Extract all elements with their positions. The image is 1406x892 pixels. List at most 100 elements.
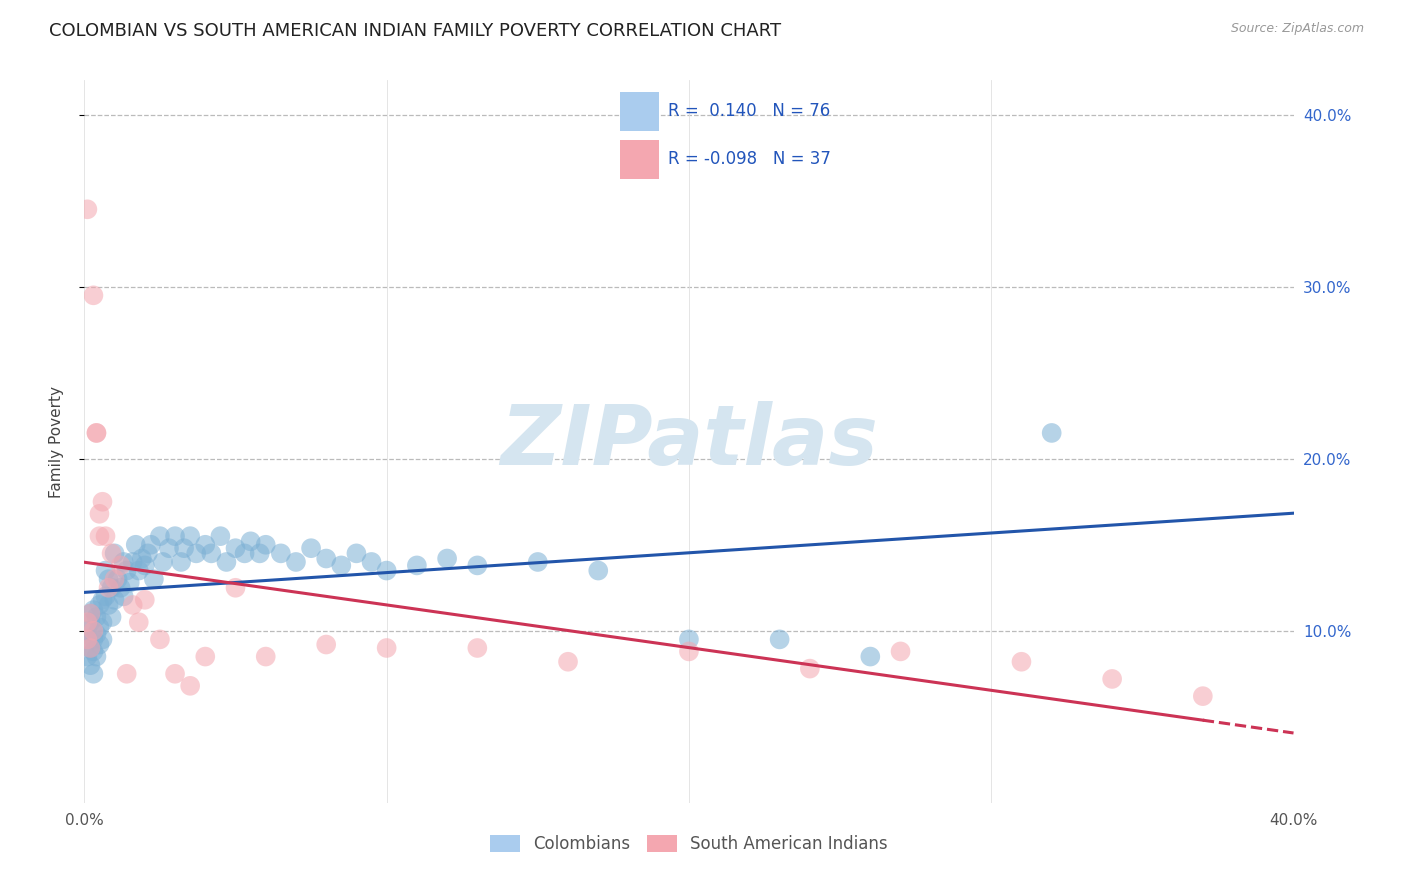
- Point: [209, 529, 232, 543]
- Point: [1040, 425, 1063, 440]
- Point: [76, 624, 98, 638]
- Point: [89, 507, 111, 521]
- Point: [121, 555, 143, 569]
- Text: R = -0.098   N = 37: R = -0.098 N = 37: [668, 150, 831, 168]
- Point: [76, 615, 98, 630]
- Point: [170, 555, 193, 569]
- Point: [375, 564, 398, 578]
- Point: [86, 425, 108, 440]
- Point: [82, 624, 104, 638]
- Point: [100, 610, 122, 624]
- Point: [107, 572, 129, 586]
- Point: [131, 551, 153, 566]
- Point: [678, 632, 700, 647]
- Point: [149, 632, 172, 647]
- Point: [76, 202, 98, 217]
- Point: [79, 615, 101, 630]
- Point: [100, 546, 122, 560]
- Point: [330, 558, 353, 573]
- Point: [186, 546, 208, 560]
- Point: [200, 546, 222, 560]
- Point: [588, 564, 610, 578]
- Point: [149, 529, 172, 543]
- Y-axis label: Family Poverty: Family Poverty: [49, 385, 63, 498]
- Point: [134, 558, 156, 573]
- Point: [375, 640, 398, 655]
- Point: [79, 640, 101, 655]
- Point: [799, 662, 821, 676]
- Point: [118, 575, 141, 590]
- Point: [194, 649, 217, 664]
- Point: [94, 590, 117, 604]
- Point: [128, 564, 150, 578]
- Point: [112, 555, 135, 569]
- Point: [79, 658, 101, 673]
- Point: [125, 538, 148, 552]
- Point: [360, 555, 382, 569]
- Point: [1192, 689, 1215, 703]
- Point: [97, 598, 120, 612]
- Point: [82, 666, 104, 681]
- Point: [157, 541, 180, 556]
- Point: [91, 494, 114, 508]
- Point: [315, 638, 337, 652]
- Point: [299, 541, 322, 556]
- Point: [557, 655, 579, 669]
- Bar: [620, 140, 659, 179]
- Point: [225, 541, 247, 556]
- Legend: Colombians, South American Indians: Colombians, South American Indians: [484, 828, 894, 860]
- Point: [82, 603, 104, 617]
- Point: [285, 555, 308, 569]
- Point: [79, 607, 101, 621]
- Point: [76, 632, 98, 647]
- Text: R =  0.140   N = 76: R = 0.140 N = 76: [668, 103, 830, 120]
- Text: COLOMBIAN VS SOUTH AMERICAN INDIAN FAMILY POVERTY CORRELATION CHART: COLOMBIAN VS SOUTH AMERICAN INDIAN FAMIL…: [49, 22, 782, 40]
- Point: [89, 638, 111, 652]
- Point: [165, 666, 187, 681]
- Text: ZIPatlas: ZIPatlas: [501, 401, 877, 482]
- Point: [527, 555, 550, 569]
- Point: [346, 546, 368, 560]
- Point: [249, 546, 271, 560]
- Point: [173, 541, 195, 556]
- Point: [82, 644, 104, 658]
- Point: [233, 546, 256, 560]
- Point: [115, 564, 138, 578]
- Point: [86, 425, 108, 440]
- Point: [86, 649, 108, 664]
- Point: [769, 632, 792, 647]
- Point: [82, 632, 104, 647]
- Point: [91, 632, 114, 647]
- Point: [225, 581, 247, 595]
- Point: [142, 572, 165, 586]
- Point: [76, 649, 98, 664]
- Point: [436, 551, 458, 566]
- Point: [194, 538, 217, 552]
- Point: [79, 607, 101, 621]
- Point: [104, 546, 127, 560]
- Point: [179, 529, 201, 543]
- Point: [104, 592, 127, 607]
- Point: [152, 555, 174, 569]
- Point: [859, 649, 882, 664]
- Point: [254, 538, 277, 552]
- Point: [467, 640, 489, 655]
- Point: [82, 288, 104, 302]
- Point: [270, 546, 292, 560]
- Point: [110, 558, 132, 573]
- Point: [91, 615, 114, 630]
- Point: [215, 555, 238, 569]
- Point: [139, 538, 162, 552]
- Point: [89, 598, 111, 612]
- Point: [112, 590, 135, 604]
- Point: [239, 534, 262, 549]
- Point: [104, 572, 127, 586]
- Point: [76, 632, 98, 647]
- Point: [100, 581, 122, 595]
- Point: [79, 640, 101, 655]
- Point: [179, 679, 201, 693]
- Point: [136, 546, 159, 560]
- Point: [406, 558, 429, 573]
- Point: [467, 558, 489, 573]
- Point: [315, 551, 337, 566]
